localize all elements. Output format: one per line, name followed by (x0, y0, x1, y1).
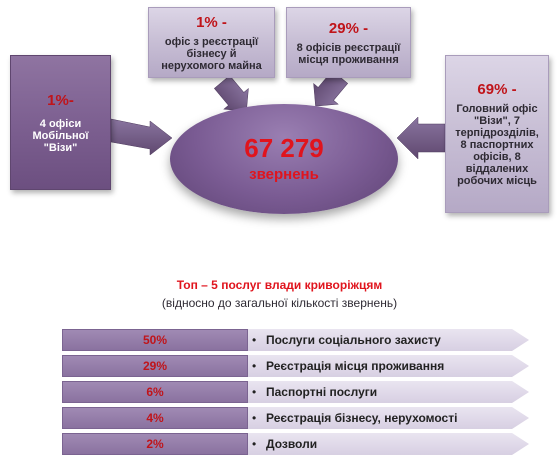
business-office-line-2: бізнесу й (186, 47, 237, 60)
arrow-right (396, 116, 446, 160)
total-requests-count: 67 279 (244, 133, 324, 163)
main-office-line-7: робочих місць (457, 175, 537, 187)
service-row: 50% • Послуги соціального захисту (62, 329, 538, 351)
service-percent: 29% (62, 355, 248, 377)
service-percent: 2% (62, 433, 248, 455)
main-office-line-3: терпідрозділів, (455, 127, 539, 139)
business-office-line-3: нерухомого майна (161, 59, 262, 72)
mobile-offices-line-3: "Візи" (43, 141, 78, 154)
total-requests-ellipse: 67 279 звернень (170, 104, 398, 214)
service-label: Послуги соціального захисту (266, 333, 441, 347)
bullet-icon: • (252, 385, 257, 399)
top-services-title: Топ – 5 послуг влади криворіжцям (176, 278, 383, 292)
service-label: Паспортні послуги (266, 385, 378, 399)
bullet-icon: • (252, 359, 257, 373)
residence-offices-box: 29% - 8 офісів реєстрації місця проживан… (286, 7, 411, 78)
business-office-line-1: офіс з реєстрації (164, 35, 259, 48)
service-row: 29% • Реєстрація місця проживання (62, 355, 538, 377)
service-label: Реєстрація місця проживання (266, 359, 445, 373)
mobile-offices-line-2: Мобільної (32, 129, 89, 142)
residence-offices-line-2: місця проживання (298, 53, 399, 66)
mobile-offices-percent: 1%- (47, 91, 74, 109)
main-office-percent: 69% - (477, 81, 517, 98)
bullet-icon: • (252, 411, 257, 425)
mobile-offices-line-1: 4 офіси (39, 117, 82, 130)
top-services-subtitle: (відносно до загальної кількості звернен… (161, 296, 398, 310)
mobile-offices-box: 1%- 4 офіси Мобільної "Візи" (10, 55, 111, 190)
main-office-line-5: офісів, 8 (473, 151, 521, 163)
service-row: 4% • Реєстрація бізнесу, нерухомості (62, 407, 538, 429)
business-office-percent: 1% - (196, 13, 227, 31)
service-percent: 50% (62, 329, 248, 351)
main-office-line-2: "Візи", 7 (474, 115, 520, 127)
main-office-line-6: віддалених (465, 163, 529, 175)
service-percent: 4% (62, 407, 248, 429)
service-label: Реєстрація бізнесу, нерухомості (266, 411, 458, 425)
main-office-box: 69% - Головний офіс "Візи", 7 терпідрозд… (445, 55, 549, 213)
residence-offices-line-1: 8 офісів реєстрації (296, 41, 401, 54)
bullet-icon: • (252, 333, 257, 347)
total-requests-label: звернень (249, 166, 319, 183)
service-row: 2% • Дозволи (62, 433, 538, 455)
business-office-box: 1% - офіс з реєстрації бізнесу й нерухом… (148, 7, 275, 78)
main-office-line-1: Головний офіс (456, 103, 538, 115)
main-office-line-4: 8 паспортних (460, 139, 534, 151)
service-percent: 6% (62, 381, 248, 403)
service-label: Дозволи (266, 437, 318, 451)
residence-offices-percent: 29% - (328, 19, 369, 37)
arrow-left (110, 118, 173, 156)
bullet-icon: • (252, 437, 257, 451)
service-row: 6% • Паспортні послуги (62, 381, 538, 403)
